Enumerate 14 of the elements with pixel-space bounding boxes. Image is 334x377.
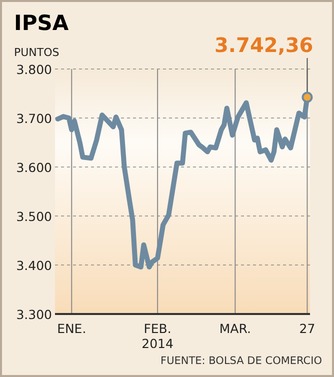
chart-title: IPSA [14, 11, 70, 35]
annotation: 3.742,36 [214, 33, 314, 57]
x-tick-label: MAR. [219, 321, 251, 336]
x-tick-label: ENE. [57, 321, 86, 336]
x-tick-label: FEB. 2014 [142, 321, 174, 351]
x-tick-label: 27 [299, 321, 316, 336]
source-note: FUENTE: BOLSA DE COMERCIO [160, 355, 322, 367]
y-axis-title: PUNTOS [14, 46, 60, 59]
y-tick-label: 3.300 [16, 307, 52, 322]
y-tick-label: 3.700 [16, 111, 52, 126]
y-tick-label: 3.600 [16, 160, 52, 175]
y-tick-label: 3.400 [16, 258, 52, 273]
y-tick-label: 3.500 [16, 209, 52, 224]
y-tick-label: 3.800 [16, 62, 52, 77]
